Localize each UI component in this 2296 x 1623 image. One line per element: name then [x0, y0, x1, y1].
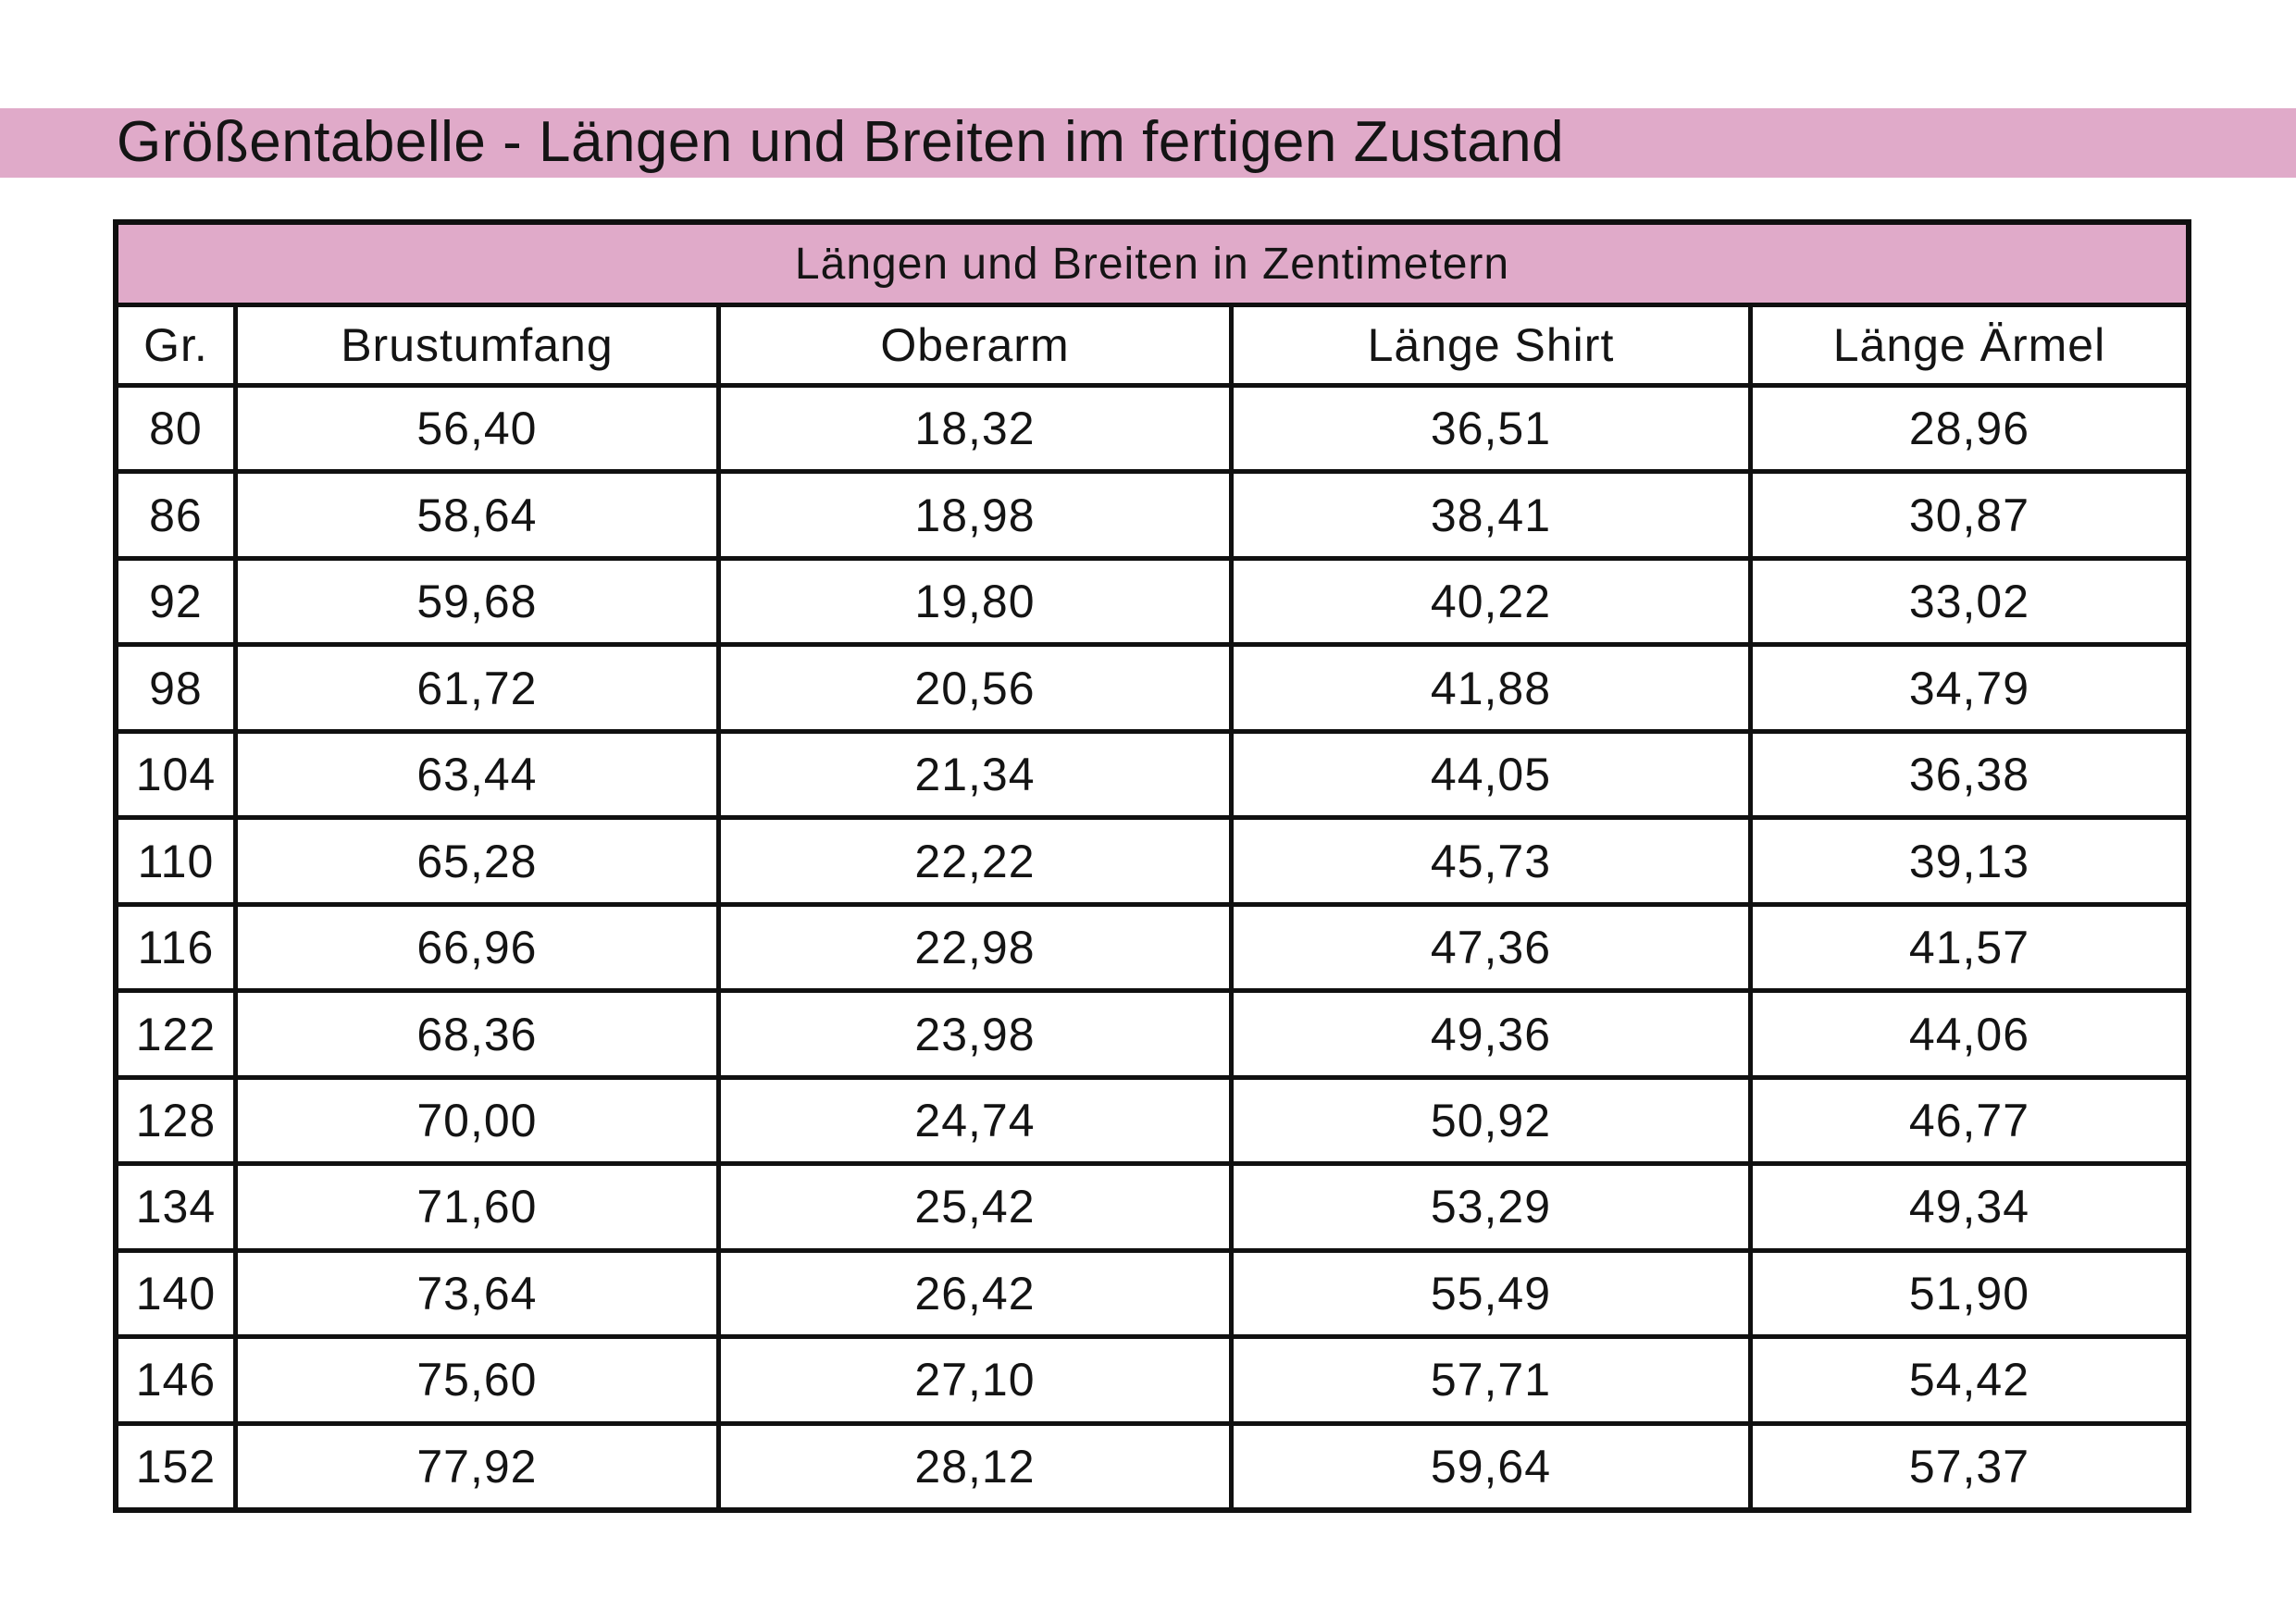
table-body: 80 56,40 18,32 36,51 28,96 86 58,64 18,98 38,41 3… — [118, 388, 2186, 1508]
table-row-size-152: 152 77,92 28,12 59,64 57,37 — [118, 1425, 2186, 1508]
table-cell-4: 36,38 — [1908, 749, 2030, 801]
table-cell-1: 77,92 — [238, 1425, 721, 1508]
table-cell-1: 68,36 — [238, 993, 721, 1075]
table-cell-1: 71,60 — [238, 1166, 721, 1248]
table-cell-2: 21,34 — [721, 733, 1234, 816]
table-row-size-80: 80 56,40 18,32 36,51 28,96 — [118, 388, 2186, 475]
table-cell-2: 28,12 — [721, 1425, 1234, 1508]
table-cell-1: 73,64 — [238, 1252, 721, 1335]
table-cell-3: 47,36 — [1234, 906, 1753, 989]
column-header-0: Gr. — [118, 307, 238, 383]
size-table: Längen und Breiten in Zentimetern Gr. Bru… — [113, 219, 2191, 1513]
table-cell-1: 56,40 — [238, 388, 721, 470]
page-title-banner: Größentabelle - Längen und Breiten im fe… — [0, 108, 2296, 178]
table-row-size-104: 104 63,44 21,34 44,05 36,38 — [118, 733, 2186, 821]
table-cell-3: 40,22 — [1234, 560, 1753, 643]
table-cell-0: 92 — [118, 560, 238, 643]
column-header-1: Brustumfang — [238, 307, 721, 383]
table-cell-4: 44,06 — [1908, 1008, 2030, 1060]
table-cell-4: 33,02 — [1908, 576, 2030, 628]
table-cell-1: 75,60 — [238, 1339, 721, 1421]
table-cell-4: 34,79 — [1908, 662, 2030, 714]
table-cell-1: 61,72 — [238, 647, 721, 729]
table-cell-1: 58,64 — [238, 474, 721, 556]
page-title: Größentabelle - Längen und Breiten im fe… — [117, 109, 1565, 174]
table-header-band: Längen und Breiten in Zentimetern — [118, 225, 2186, 307]
table-cell-1: 65,28 — [238, 820, 721, 902]
table-cell-1: 70,00 — [238, 1079, 721, 1162]
table-cell-2: 26,42 — [721, 1252, 1234, 1335]
table-cell-3: 50,92 — [1234, 1079, 1753, 1162]
table-cell-3: 55,49 — [1234, 1252, 1753, 1335]
table-cell-3: 41,88 — [1234, 647, 1753, 729]
table-row-size-116: 116 66,96 22,98 47,36 41,57 — [118, 906, 2186, 994]
table-row-size-140: 140 73,64 26,42 55,49 51,90 — [118, 1252, 2186, 1340]
table-cell-3: 57,71 — [1234, 1339, 1753, 1421]
table-cell-1: 63,44 — [238, 733, 721, 816]
table-cell-0: 122 — [118, 993, 238, 1075]
table-cell-4: 41,57 — [1908, 922, 2030, 974]
table-cell-3: 36,51 — [1234, 388, 1753, 470]
table-cell-2: 24,74 — [721, 1079, 1234, 1162]
table-row-size-92: 92 59,68 19,80 40,22 33,02 — [118, 560, 2186, 648]
table-cell-4: 49,34 — [1908, 1181, 2030, 1233]
table-cell-3: 44,05 — [1234, 733, 1753, 816]
table-cell-2: 22,22 — [721, 820, 1234, 902]
table-cell-2: 25,42 — [721, 1166, 1234, 1248]
table-cell-0: 80 — [118, 388, 238, 470]
column-header-row: Gr. Brustumfang Oberarm Länge Shirt Länge Är… — [118, 307, 2186, 388]
table-cell-2: 22,98 — [721, 906, 1234, 989]
column-header-3: Länge Shirt — [1234, 307, 1753, 383]
table-cell-2: 27,10 — [721, 1339, 1234, 1421]
table-cell-0: 152 — [118, 1425, 238, 1508]
table-cell-2: 20,56 — [721, 647, 1234, 729]
column-header-4: Länge Ärmel — [1832, 319, 2106, 371]
table-cell-2: 23,98 — [721, 993, 1234, 1075]
table-cell-4: 54,42 — [1908, 1354, 2030, 1406]
table-cell-0: 86 — [118, 474, 238, 556]
column-header-2: Oberarm — [721, 307, 1234, 383]
table-cell-4: 46,77 — [1908, 1094, 2030, 1146]
table-cell-0: 98 — [118, 647, 238, 729]
table-cell-0: 110 — [118, 820, 238, 902]
table-cell-3: 59,64 — [1234, 1425, 1753, 1508]
table-cell-2: 18,98 — [721, 474, 1234, 556]
table-row-size-128: 128 70,00 24,74 50,92 46,77 — [118, 1079, 2186, 1167]
table-cell-2: 18,32 — [721, 388, 1234, 470]
table-cell-1: 66,96 — [238, 906, 721, 989]
table-cell-0: 134 — [118, 1166, 238, 1248]
table-cell-0: 146 — [118, 1339, 238, 1421]
table-cell-3: 45,73 — [1234, 820, 1753, 902]
table-row-size-98: 98 61,72 20,56 41,88 34,79 — [118, 647, 2186, 734]
table-row-size-146: 146 75,60 27,10 57,71 54,42 — [118, 1339, 2186, 1426]
table-cell-4: 28,96 — [1908, 403, 2030, 455]
table-cell-3: 53,29 — [1234, 1166, 1753, 1248]
table-header-label: Längen und Breiten in Zentimetern — [794, 239, 1510, 289]
table-cell-4: 39,13 — [1908, 835, 2030, 887]
table-cell-4: 30,87 — [1908, 489, 2030, 541]
table-cell-1: 59,68 — [238, 560, 721, 643]
table-cell-0: 116 — [118, 906, 238, 989]
table-cell-0: 104 — [118, 733, 238, 816]
table-row-size-110: 110 65,28 22,22 45,73 39,13 — [118, 820, 2186, 907]
table-cell-3: 38,41 — [1234, 474, 1753, 556]
table-cell-4: 51,90 — [1908, 1267, 2030, 1319]
table-row-size-86: 86 58,64 18,98 38,41 30,87 — [118, 474, 2186, 561]
table-cell-3: 49,36 — [1234, 993, 1753, 1075]
table-cell-4: 57,37 — [1908, 1440, 2030, 1493]
table-cell-0: 128 — [118, 1079, 238, 1162]
table-row-size-122: 122 68,36 23,98 49,36 44,06 — [118, 993, 2186, 1080]
table-row-size-134: 134 71,60 25,42 53,29 49,34 — [118, 1166, 2186, 1253]
table-cell-0: 140 — [118, 1252, 238, 1335]
table-cell-2: 19,80 — [721, 560, 1234, 643]
